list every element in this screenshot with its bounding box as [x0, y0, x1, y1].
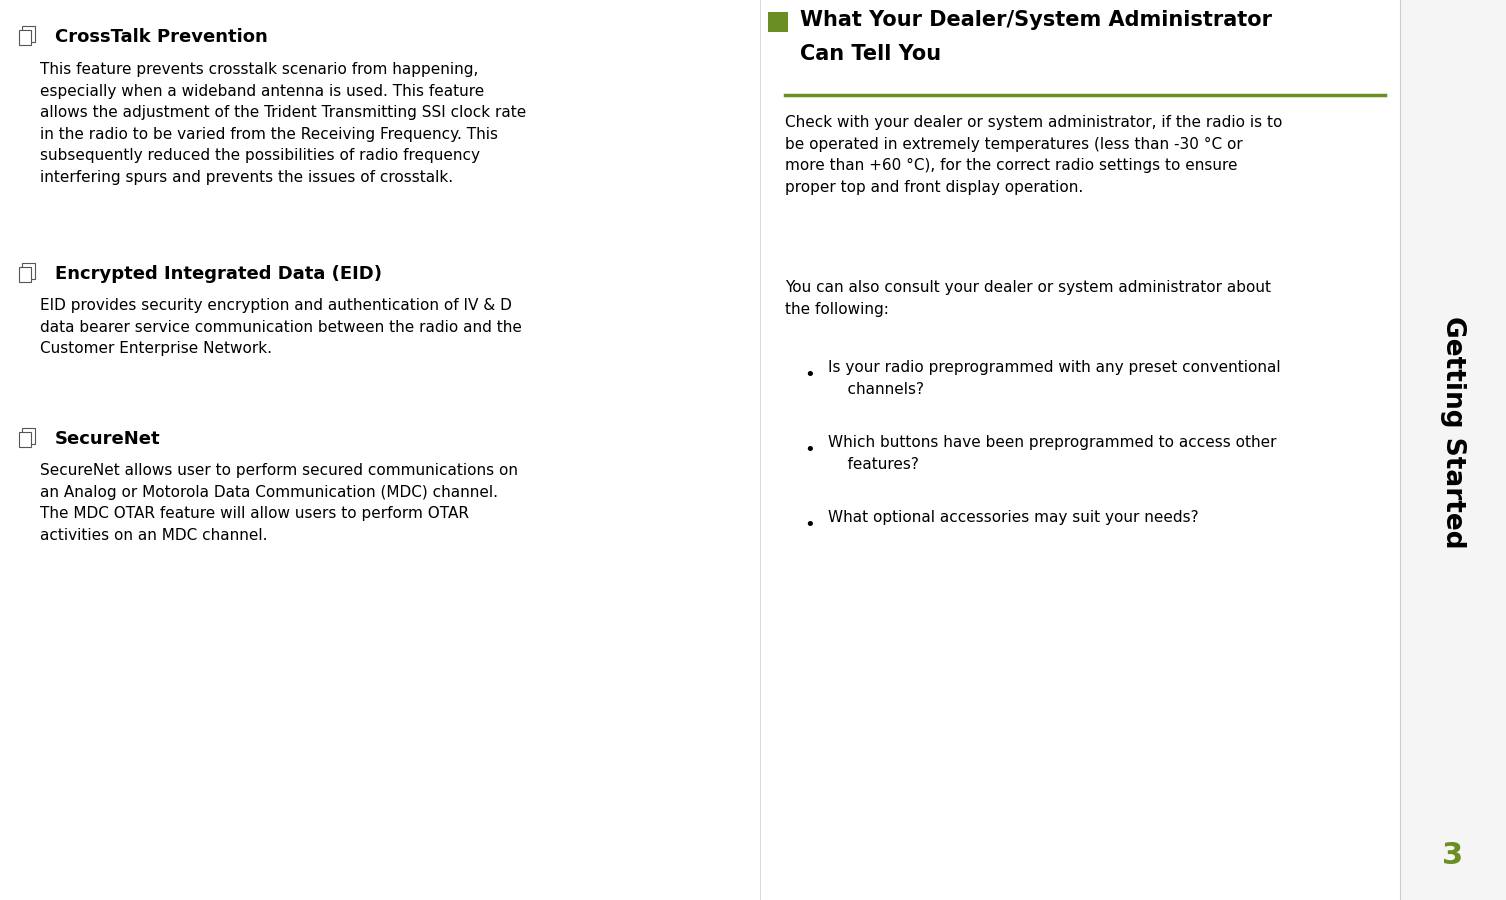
- Bar: [18, 266, 32, 282]
- Bar: [21, 264, 35, 279]
- Bar: [18, 30, 32, 45]
- Text: Getting Started: Getting Started: [1440, 316, 1465, 548]
- Text: Check with your dealer or system administrator, if the radio is to
be operated i: Check with your dealer or system adminis…: [785, 115, 1283, 194]
- Bar: [18, 431, 32, 446]
- Text: SecureNet: SecureNet: [56, 430, 161, 448]
- Bar: [1401, 0, 1506, 900]
- Text: Is your radio preprogrammed with any preset conventional
    channels?: Is your radio preprogrammed with any pre…: [828, 360, 1280, 397]
- Text: •: •: [804, 516, 815, 534]
- Bar: [21, 428, 35, 444]
- Text: EID provides security encryption and authentication of IV & D
data bearer servic: EID provides security encryption and aut…: [41, 298, 523, 356]
- Text: Encrypted Integrated Data (EID): Encrypted Integrated Data (EID): [56, 265, 383, 283]
- Text: Which buttons have been preprogrammed to access other
    features?: Which buttons have been preprogrammed to…: [828, 435, 1277, 472]
- Bar: [768, 12, 788, 32]
- Text: SecureNet allows user to perform secured communications on
an Analog or Motorola: SecureNet allows user to perform secured…: [41, 463, 518, 543]
- Text: What optional accessories may suit your needs?: What optional accessories may suit your …: [828, 510, 1199, 525]
- Text: Can Tell You: Can Tell You: [800, 44, 941, 64]
- Text: •: •: [804, 441, 815, 459]
- Text: 3: 3: [1443, 841, 1464, 869]
- Text: You can also consult your dealer or system administrator about
the following:: You can also consult your dealer or syst…: [785, 280, 1271, 317]
- Text: What Your Dealer/System Administrator: What Your Dealer/System Administrator: [800, 10, 1273, 30]
- Text: This feature prevents crosstalk scenario from happening,
especially when a wideb: This feature prevents crosstalk scenario…: [41, 62, 526, 185]
- Bar: [21, 26, 35, 41]
- Text: •: •: [804, 366, 815, 384]
- Text: CrossTalk Prevention: CrossTalk Prevention: [56, 28, 268, 46]
